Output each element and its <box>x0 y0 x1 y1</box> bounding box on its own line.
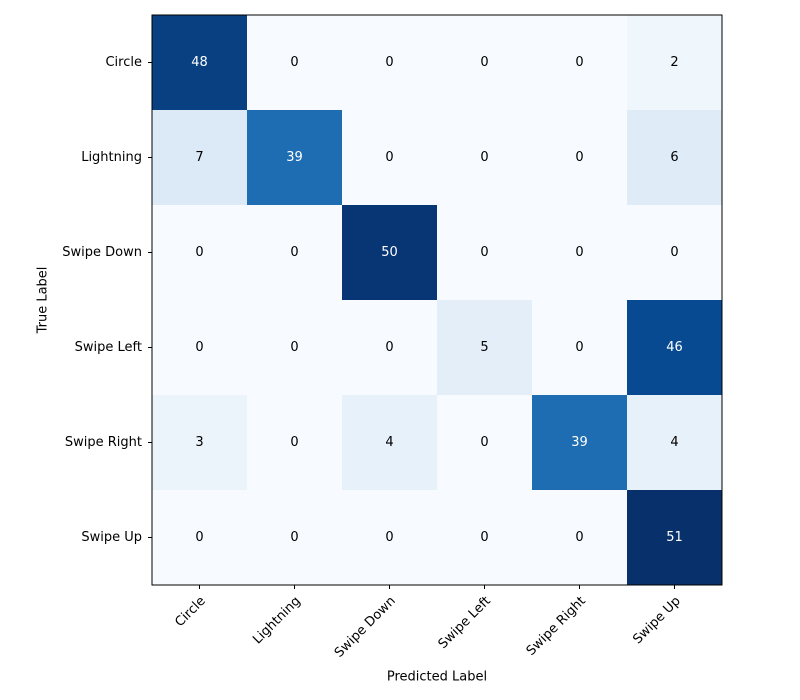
cell-label: 0 <box>290 55 298 70</box>
heatmap-cell <box>532 300 628 396</box>
heatmap-cell <box>627 300 723 396</box>
heatmap-cell <box>152 395 248 491</box>
cell-label: 0 <box>575 245 583 260</box>
heatmap-cell <box>247 110 343 206</box>
cell-label: 0 <box>480 435 488 450</box>
plot-frame <box>151 14 723 586</box>
cell-label: 39 <box>286 150 303 165</box>
heatmap-cell <box>342 490 438 586</box>
heatmap-cell <box>437 205 533 301</box>
heatmap-cell <box>532 15 628 111</box>
cell-label: 0 <box>385 340 393 355</box>
y-tick-label: Swipe Up <box>81 530 142 545</box>
y-tick-label: Swipe Right <box>65 435 142 450</box>
heatmap-cell <box>152 110 248 206</box>
cell-label: 0 <box>575 530 583 545</box>
heatmap-cell <box>152 15 248 111</box>
cell-label: 3 <box>195 435 203 450</box>
y-axis-title: True Label <box>36 267 51 335</box>
cell-label: 0 <box>385 530 393 545</box>
heatmap-cell <box>437 15 533 111</box>
heatmap-cell <box>437 110 533 206</box>
heatmap-cell <box>247 300 343 396</box>
x-axis-title: Predicted Label <box>387 670 487 685</box>
heatmap-cell <box>247 15 343 111</box>
cell-label: 0 <box>195 340 203 355</box>
cell-label: 0 <box>195 530 203 545</box>
heatmap-cell <box>247 205 343 301</box>
heatmap-cell <box>437 395 533 491</box>
heatmap-cell <box>437 490 533 586</box>
heatmap-cell <box>152 490 248 586</box>
cell-label: 0 <box>575 340 583 355</box>
y-tick-label: Lightning <box>81 150 142 165</box>
heatmap-cell <box>152 205 248 301</box>
heatmap-cell <box>532 205 628 301</box>
heatmap-cell <box>627 490 723 586</box>
x-tick-label: Swipe Right <box>524 594 589 659</box>
cell-label: 46 <box>666 340 683 355</box>
heatmap-cell <box>627 110 723 206</box>
y-tick-label: Swipe Left <box>75 340 142 355</box>
cell-label: 0 <box>290 340 298 355</box>
cell-label: 51 <box>666 530 683 545</box>
x-tick-label: Lightning <box>250 594 304 648</box>
cell-label: 0 <box>575 55 583 70</box>
heatmap-cell <box>247 395 343 491</box>
cell-label: 4 <box>385 435 393 450</box>
heatmap-cell <box>437 300 533 396</box>
heatmap-cell <box>342 15 438 111</box>
cell-label: 0 <box>290 245 298 260</box>
cell-label: 5 <box>480 340 488 355</box>
heatmap-cell <box>627 205 723 301</box>
heatmap-cell <box>532 490 628 586</box>
heatmap-cell <box>532 110 628 206</box>
cell-label: 0 <box>480 530 488 545</box>
cell-label: 0 <box>575 150 583 165</box>
heatmap-cell <box>247 490 343 586</box>
x-tick-label: Swipe Left <box>436 594 494 652</box>
x-tick-label: Circle <box>172 594 208 630</box>
cell-label: 0 <box>670 245 678 260</box>
x-tick-label: Swipe Up <box>630 594 683 647</box>
cell-label: 0 <box>480 245 488 260</box>
cell-label: 0 <box>385 150 393 165</box>
heatmap-cell <box>342 300 438 396</box>
cell-label: 48 <box>191 55 208 70</box>
cell-label: 0 <box>480 55 488 70</box>
cell-label: 7 <box>195 150 203 165</box>
cell-label: 0 <box>290 530 298 545</box>
cell-label: 2 <box>670 55 678 70</box>
heatmap-cell <box>342 205 438 301</box>
cell-label: 0 <box>290 435 298 450</box>
cell-label: 0 <box>385 55 393 70</box>
heatmap-cell <box>152 300 248 396</box>
heatmap-cell <box>627 15 723 111</box>
heatmap-cell <box>627 395 723 491</box>
y-tick-label: Circle <box>105 55 142 70</box>
cell-label: 0 <box>480 150 488 165</box>
heatmap-cell <box>342 110 438 206</box>
heatmap-cell <box>342 395 438 491</box>
cell-label: 4 <box>670 435 678 450</box>
y-tick-label: Swipe Down <box>62 245 142 260</box>
cell-label: 50 <box>381 245 398 260</box>
heatmap-cell <box>532 395 628 491</box>
cell-label: 6 <box>670 150 678 165</box>
cell-label: 0 <box>195 245 203 260</box>
cell-label: 39 <box>571 435 588 450</box>
x-tick-label: Swipe Down <box>332 594 399 661</box>
